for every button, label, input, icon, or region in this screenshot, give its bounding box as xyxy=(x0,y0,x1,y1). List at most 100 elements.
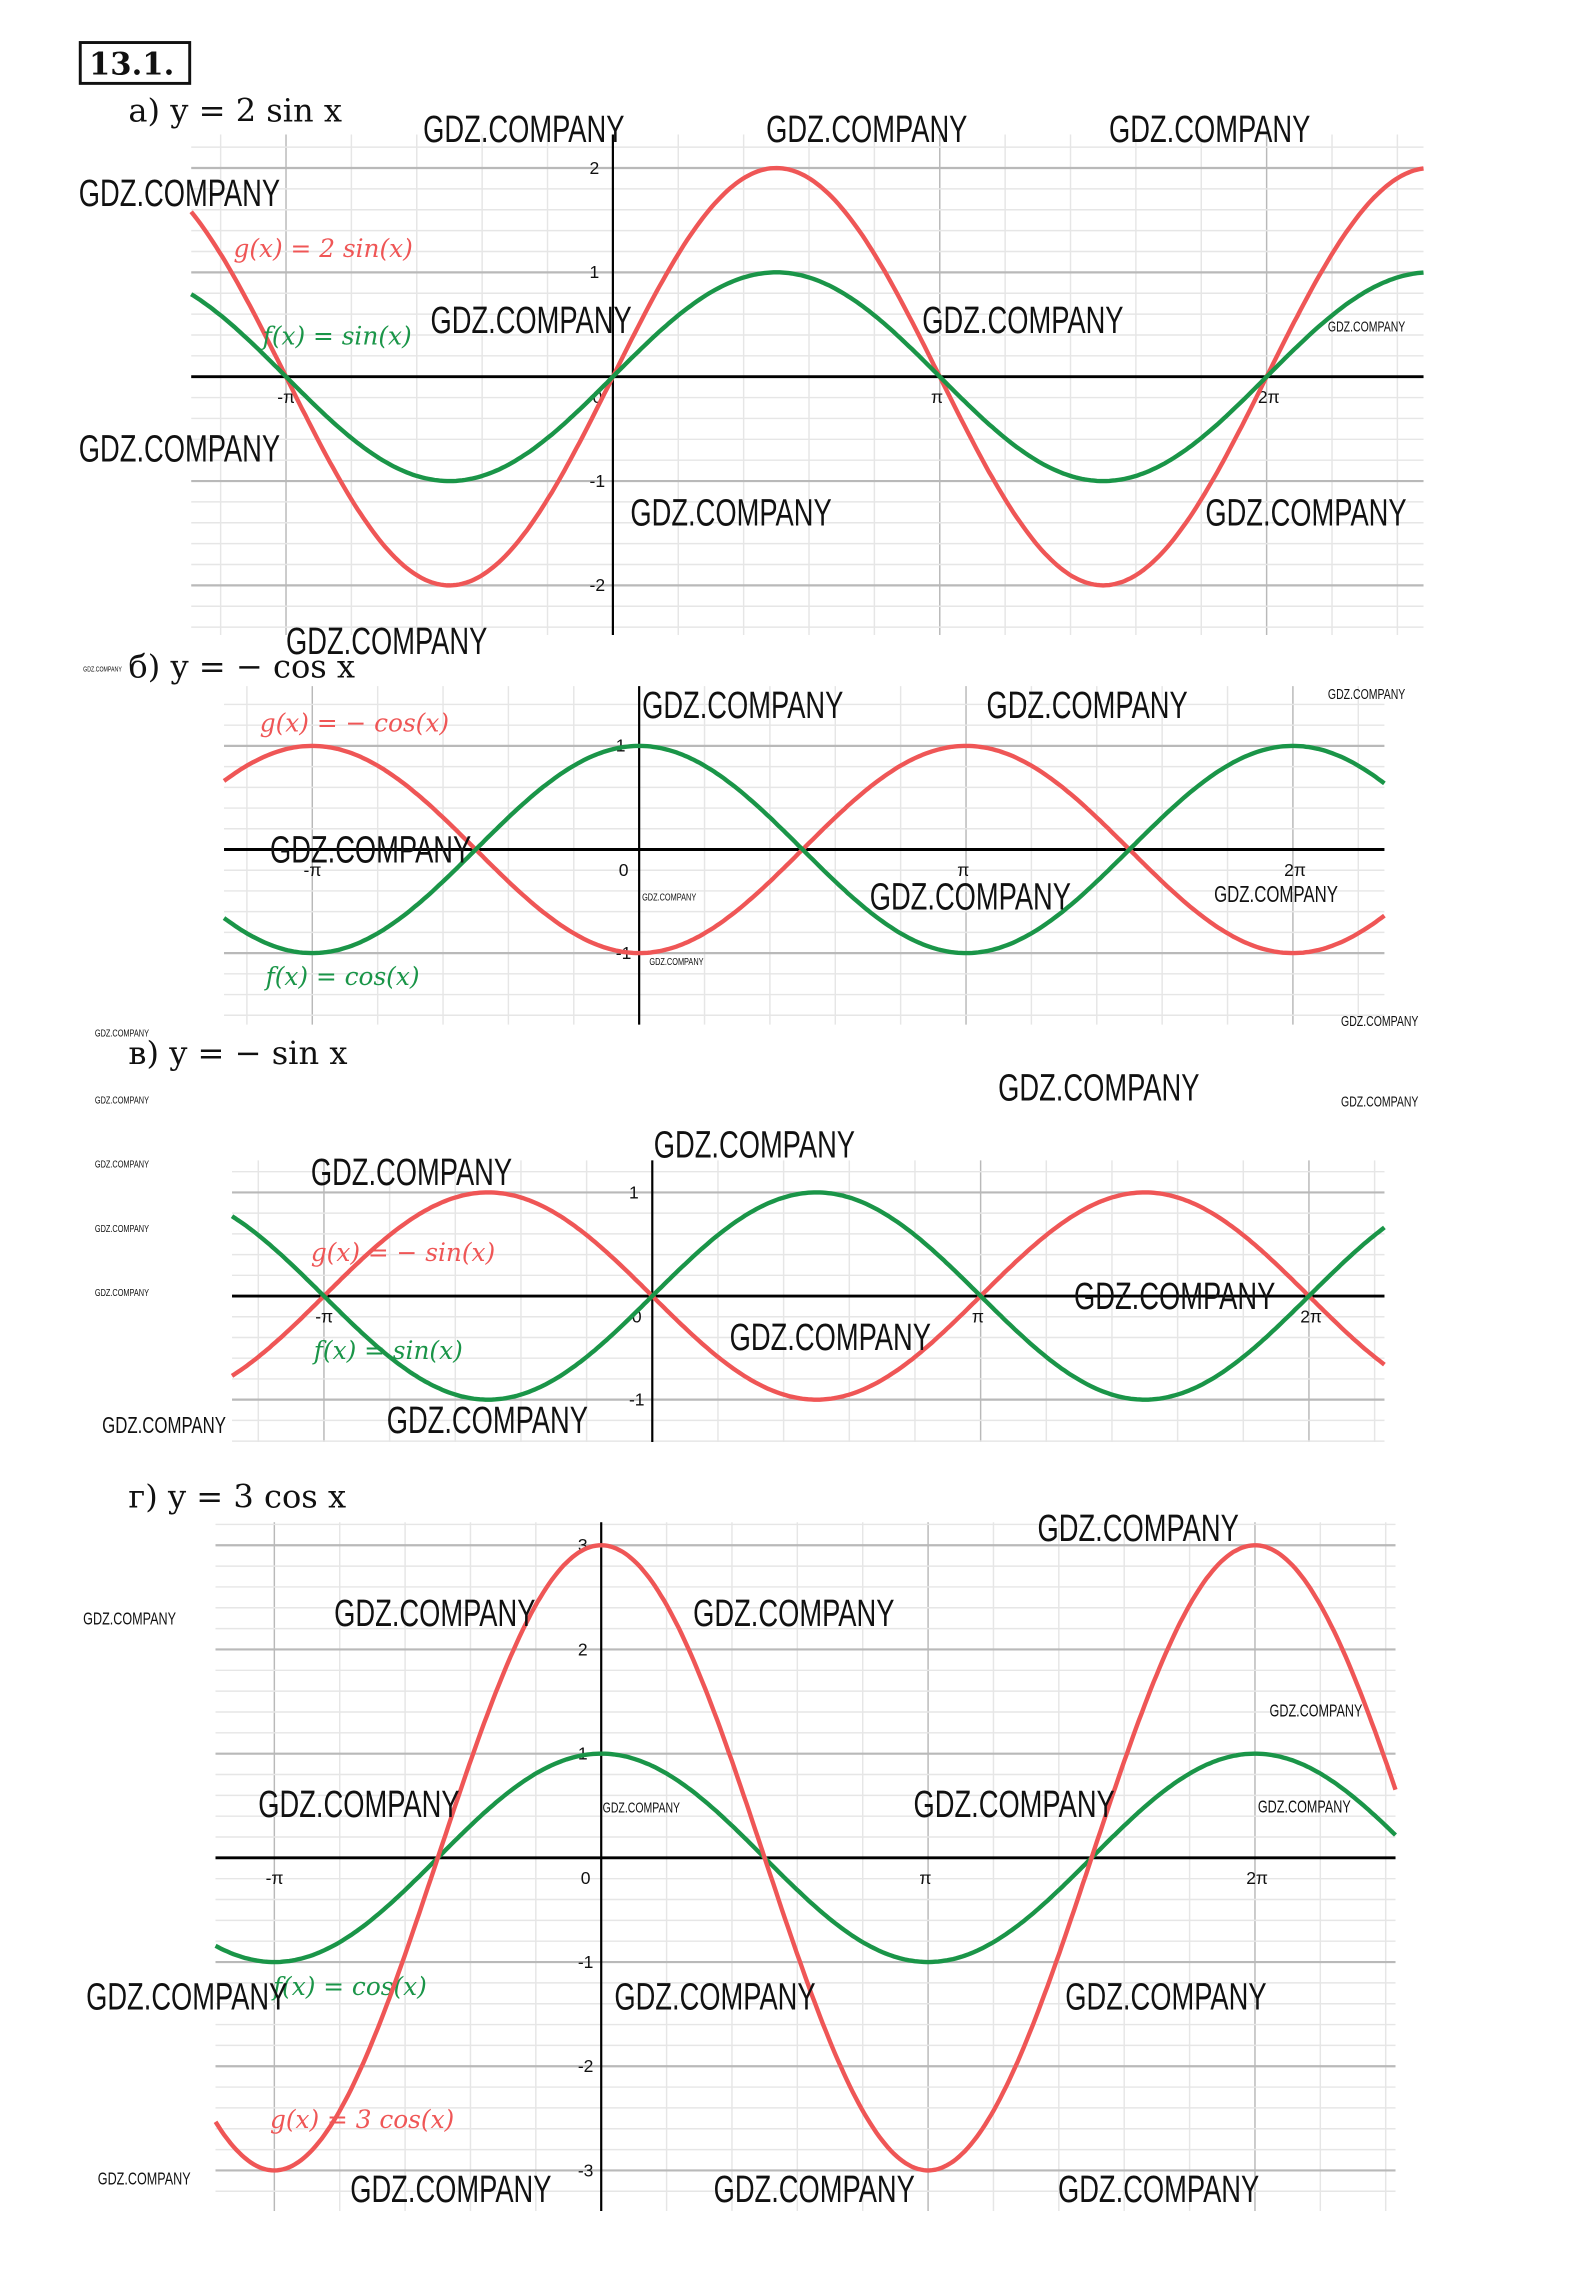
watermark-text: GDZ.COMPANY xyxy=(95,1287,149,1298)
watermark-text: GDZ.COMPANY xyxy=(311,1152,512,1194)
watermark-text: GDZ.COMPANY xyxy=(1058,2169,1259,2211)
watermark-text: GDZ.COMPANY xyxy=(998,1067,1199,1109)
y-tick-label: 2 xyxy=(578,1639,588,1659)
watermark-text: GDZ.COMPANY xyxy=(1341,1012,1419,1029)
watermark-text: GDZ.COMPANY xyxy=(387,1400,588,1442)
y-tick-label: 3 xyxy=(578,1535,588,1555)
watermark-text: GDZ.COMPANY xyxy=(83,666,122,674)
watermark-text: GDZ.COMPANY xyxy=(603,1799,681,1816)
x-tick-label: 0 xyxy=(592,387,602,407)
watermark-text: GDZ.COMPANY xyxy=(1328,685,1406,702)
watermark-text: GDZ.COMPANY xyxy=(870,876,1071,918)
watermark-text: GDZ.COMPANY xyxy=(1109,108,1310,150)
watermark-text: GDZ.COMPANY xyxy=(286,621,487,663)
x-tick-label: -π xyxy=(277,387,295,407)
chart-2: б) y = − cos x-π 0 π 2π1-1g(x) = − cos(x)f(… xyxy=(128,647,1386,1025)
watermark-text: GDZ.COMPANY xyxy=(95,1223,149,1234)
x-tick-label: -π xyxy=(266,1868,284,1888)
chart-1: а) y = 2 sin x -π 0 π 2π 2 1 -1 -2 g(x) = 2 sin(x… xyxy=(128,91,1424,635)
x-tick-label: -π xyxy=(304,860,322,880)
series-curve xyxy=(222,743,1386,956)
series-label: g(x) = − sin(x) xyxy=(311,1238,495,1267)
x-tick-label: 2π xyxy=(1246,1868,1268,1888)
x-tick-label: -π xyxy=(315,1306,333,1326)
series-curve xyxy=(222,743,1386,956)
chart-title: а) y = 2 sin x xyxy=(128,91,342,129)
series-label: f(x) = cos(x) xyxy=(264,962,420,991)
y-tick-label: -1 xyxy=(629,1389,645,1409)
problem-number: 13.1. xyxy=(89,47,174,83)
y-tick-label: -1 xyxy=(590,471,606,491)
watermark-text: GDZ.COMPANY xyxy=(430,300,631,342)
x-tick-label: 2π xyxy=(1300,1306,1322,1326)
watermark-text: GDZ.COMPANY xyxy=(79,173,280,215)
x-tick-label: 0 xyxy=(632,1306,642,1326)
watermark-text: GDZ.COMPANY xyxy=(1214,883,1338,908)
problem-number-box: 13.1. xyxy=(78,41,192,85)
series-curve xyxy=(230,1190,1386,1402)
y-tick-label: -1 xyxy=(578,1952,594,1972)
watermark-text: GDZ.COMPANY xyxy=(95,1094,149,1105)
series-label: f(x) = sin(x) xyxy=(261,322,412,351)
x-tick-label: 0 xyxy=(619,860,629,880)
watermark-text: GDZ.COMPANY xyxy=(423,108,624,150)
x-tick-label: 2π xyxy=(1284,860,1306,880)
chart-title: в) y = − sin x xyxy=(128,1034,347,1072)
watermark-text: GDZ.COMPANY xyxy=(642,891,696,902)
series-label: g(x) = 3 cos(x) xyxy=(270,2105,454,2134)
watermark-text: GDZ.COMPANY xyxy=(1258,1798,1351,1818)
x-tick-label: 2π xyxy=(1258,387,1280,407)
series-curve xyxy=(214,1751,1397,1965)
watermark-text: GDZ.COMPANY xyxy=(79,428,280,470)
watermark-text: GDZ.COMPANY xyxy=(986,685,1187,727)
chart-title: г) y = 3 cos x xyxy=(128,1478,346,1516)
watermark-text: GDZ.COMPANY xyxy=(913,1784,1114,1826)
watermark-text: GDZ.COMPANY xyxy=(1065,1976,1266,2018)
watermark-text: GDZ.COMPANY xyxy=(630,492,831,534)
x-tick-label: 0 xyxy=(581,1868,591,1888)
watermark-text: GDZ.COMPANY xyxy=(98,2170,191,2190)
watermark-text: GDZ.COMPANY xyxy=(1328,318,1406,335)
watermark-text: GDZ.COMPANY xyxy=(730,1317,931,1359)
x-tick-label: π xyxy=(931,387,943,407)
watermark-text: GDZ.COMPANY xyxy=(654,1124,855,1166)
x-tick-label: π xyxy=(957,860,969,880)
watermark-text: GDZ.COMPANY xyxy=(258,1784,459,1826)
watermark-text: GDZ.COMPANY xyxy=(95,1158,149,1169)
watermark-text: GDZ.COMPANY xyxy=(102,1414,226,1439)
series-label: g(x) = 2 sin(x) xyxy=(233,234,412,263)
series-curve xyxy=(230,1190,1386,1402)
watermark-text: GDZ.COMPANY xyxy=(95,1027,149,1038)
series-label: f(x) = sin(x) xyxy=(312,1336,463,1365)
chart-title: б) y = − cos x xyxy=(128,647,355,685)
watermark-text: GDZ.COMPANY xyxy=(766,108,967,150)
x-tick-label: π xyxy=(919,1868,931,1888)
watermark-text: GDZ.COMPANY xyxy=(270,829,471,871)
watermark-text: GDZ.COMPANY xyxy=(649,956,703,967)
watermark-text: GDZ.COMPANY xyxy=(693,1593,894,1635)
series-curve xyxy=(189,165,1424,588)
watermark-text: GDZ.COMPANY xyxy=(1205,492,1406,534)
watermark-text: GDZ.COMPANY xyxy=(83,1609,176,1629)
watermark-text: GDZ.COMPANY xyxy=(642,685,843,727)
watermark-text: GDZ.COMPANY xyxy=(1074,1276,1275,1318)
y-tick-label: -2 xyxy=(590,575,606,595)
y-tick-label: 1 xyxy=(590,262,600,282)
watermarks: GDZ.COMPANY GDZ.COMPANY GDZ.COMPANY GDZ.COM… xyxy=(79,108,1419,2211)
watermark-text: GDZ.COMPANY xyxy=(350,2169,551,2211)
series-label: g(x) = − cos(x) xyxy=(260,708,449,737)
watermark-text: GDZ.COMPANY xyxy=(334,1593,535,1635)
watermark-text: GDZ.COMPANY xyxy=(614,1976,815,2018)
y-tick-label: 2 xyxy=(590,158,600,178)
series-curve xyxy=(190,270,1424,484)
watermark-text: GDZ.COMPANY xyxy=(714,2169,915,2211)
y-tick-label: -2 xyxy=(578,2056,594,2076)
y-tick-label: -3 xyxy=(578,2160,594,2180)
watermark-text: GDZ.COMPANY xyxy=(1270,1701,1363,1721)
series-label: f(x) = cos(x) xyxy=(271,1972,427,2001)
x-tick-label: π xyxy=(972,1306,984,1326)
watermark-text: GDZ.COMPANY xyxy=(86,1976,287,2018)
series-curve xyxy=(213,1543,1398,2173)
watermark-text: GDZ.COMPANY xyxy=(1038,1508,1239,1550)
